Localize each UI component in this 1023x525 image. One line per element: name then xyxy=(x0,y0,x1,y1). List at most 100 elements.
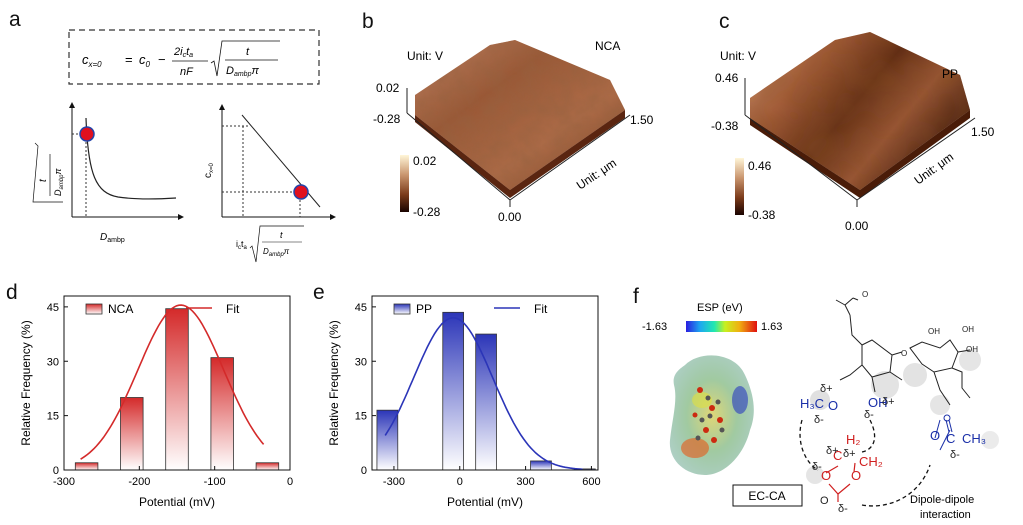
colorbar-top: 0.46 xyxy=(748,159,772,173)
svg-text:δ-: δ- xyxy=(864,409,874,421)
svg-text:δ-: δ- xyxy=(950,449,960,461)
svg-text:C: C xyxy=(833,448,842,463)
svg-text:O: O xyxy=(828,398,838,413)
colorbar-bottom: -0.38 xyxy=(748,208,776,222)
legend-label: PP xyxy=(416,302,432,316)
svg-text:cx=0: cx=0 xyxy=(82,52,102,69)
dipole-arrows xyxy=(799,419,931,507)
acetyl-group: O C CH₃ xyxy=(930,414,986,451)
dipole-label: Dipole-dipole xyxy=(910,494,974,506)
svg-text:H₃C: H₃C xyxy=(800,396,824,411)
svg-text:Dambp: Dambp xyxy=(100,232,125,244)
histogram-bar xyxy=(120,397,144,471)
unit-v-label: Unit: V xyxy=(720,49,756,63)
panel-label-f: f xyxy=(633,285,639,308)
svg-text:Dambpπ: Dambpπ xyxy=(226,65,259,78)
sample-title: PP xyxy=(942,67,958,81)
z-bottom-label: -0.28 xyxy=(373,112,401,126)
z-bottom-label: -0.38 xyxy=(711,119,739,133)
histogram-bar xyxy=(255,462,280,471)
svg-text:OH: OH xyxy=(966,345,978,354)
ec-ca-label: EC-CA xyxy=(748,489,785,503)
unit-v-label: Unit: V xyxy=(407,49,443,63)
esp-min: -1.63 xyxy=(642,321,667,333)
svg-text:2icta: 2icta xyxy=(173,46,193,59)
x-tick-label: 0 xyxy=(457,476,463,488)
right-schematic-plot: cx=0 icta t Dambpπ xyxy=(203,104,336,263)
legend-swatch xyxy=(85,303,103,315)
origin-label: 0.00 xyxy=(498,210,522,224)
svg-text:=: = xyxy=(125,52,133,67)
x-tick-label: -100 xyxy=(204,476,226,488)
y-tick-label: 45 xyxy=(355,302,367,314)
panel-label-e: e xyxy=(313,281,325,304)
svg-text:O: O xyxy=(851,468,861,483)
histogram-bar xyxy=(210,357,234,471)
panel-c-afm: Unit: V PP 0.46 -0.38 1.50 0.00 Unit: μm… xyxy=(711,32,995,233)
ec-molecule: H₂ C CH₂ O O xyxy=(821,432,883,502)
x-tick-label: -300 xyxy=(383,476,405,488)
svg-text:t: t xyxy=(280,230,283,240)
svg-text:O: O xyxy=(930,428,940,443)
sample-title: NCA xyxy=(595,39,620,53)
y-axis-label: Relative Frequency (%) xyxy=(327,320,341,445)
histogram-bar xyxy=(442,311,465,471)
fit-curve xyxy=(80,304,265,460)
point-marker xyxy=(79,126,95,142)
x-axis-label: Potential (mV) xyxy=(139,495,215,509)
svg-text:icta: icta xyxy=(236,239,248,251)
svg-text:δ+: δ+ xyxy=(820,383,833,395)
y-tick-label: 0 xyxy=(53,465,59,477)
x-axis-label: Potential (mV) xyxy=(447,495,523,509)
panel-f: ESP (eV) -1.63 1.63 EC-CA xyxy=(642,290,999,521)
legend-label: Fit xyxy=(226,302,240,316)
svg-text:CH₃: CH₃ xyxy=(962,431,986,446)
histogram-bar xyxy=(165,308,189,471)
histogram-nca: -300 -200 -100 0 0 15 30 45 Potential (mV) Relati… xyxy=(19,295,293,509)
colorbar xyxy=(735,158,744,215)
unit-um-label: Unit: μm xyxy=(574,156,619,193)
panel-b-afm: Unit: V NCA 0.02 -0.28 1.50 0.00 Unit: μ… xyxy=(373,39,654,224)
svg-text:cx=0: cx=0 xyxy=(203,162,215,178)
equation: cx=0 = c0 − 2icta nF t Dambpπ xyxy=(82,40,280,78)
svg-text:Dambpπ: Dambpπ xyxy=(53,167,65,196)
svg-text:OH: OH xyxy=(868,395,888,410)
x-max-label: 1.50 xyxy=(971,125,995,139)
y-tick-label: 15 xyxy=(47,411,59,423)
fit-curve xyxy=(384,317,583,471)
plot-frame xyxy=(371,295,599,471)
svg-text:O: O xyxy=(821,468,831,483)
svg-text:H₂: H₂ xyxy=(846,432,860,447)
y-axis-label: Relative Frequency (%) xyxy=(19,320,33,445)
methyl-group: H₃C O OH xyxy=(800,395,888,413)
x-max-label: 1.50 xyxy=(630,113,654,127)
z-top-label: 0.46 xyxy=(715,71,739,85)
colorbar-top: 0.02 xyxy=(413,154,437,168)
x-tick-label: 600 xyxy=(582,476,600,488)
esp-max: 1.63 xyxy=(761,321,782,333)
svg-text:t: t xyxy=(246,46,250,58)
panel-a: cx=0 = c0 − 2icta nF t Dambpπ Dambp t Da… xyxy=(32,29,336,263)
svg-text:Dambpπ: Dambpπ xyxy=(263,247,290,258)
histogram-bar xyxy=(475,333,497,471)
x-tick-label: 300 xyxy=(516,476,534,488)
esp-title: ESP (eV) xyxy=(697,302,743,314)
colorbar xyxy=(400,155,409,212)
origin-label: 0.00 xyxy=(845,219,869,233)
ec-ca-box xyxy=(732,484,803,507)
x-tick-label: -300 xyxy=(53,476,75,488)
legend-label: NCA xyxy=(108,302,133,316)
cellulose-acetate-structure xyxy=(806,297,999,484)
svg-text:OH: OH xyxy=(928,327,940,336)
histogram-pp: -300 0 300 600 0 15 30 45 Potential (mV) Relative… xyxy=(327,295,601,509)
svg-text:CH₂: CH₂ xyxy=(859,454,883,469)
svg-text:δ-: δ- xyxy=(838,503,848,515)
svg-text:O: O xyxy=(901,349,907,358)
svg-text:δ+: δ+ xyxy=(882,396,895,408)
esp-surface xyxy=(669,355,754,475)
y-tick-label: 30 xyxy=(47,356,59,368)
point-marker xyxy=(293,184,309,200)
panel-label-a: a xyxy=(9,8,21,31)
panel-label-b: b xyxy=(362,10,374,33)
legend-swatch xyxy=(393,303,411,315)
